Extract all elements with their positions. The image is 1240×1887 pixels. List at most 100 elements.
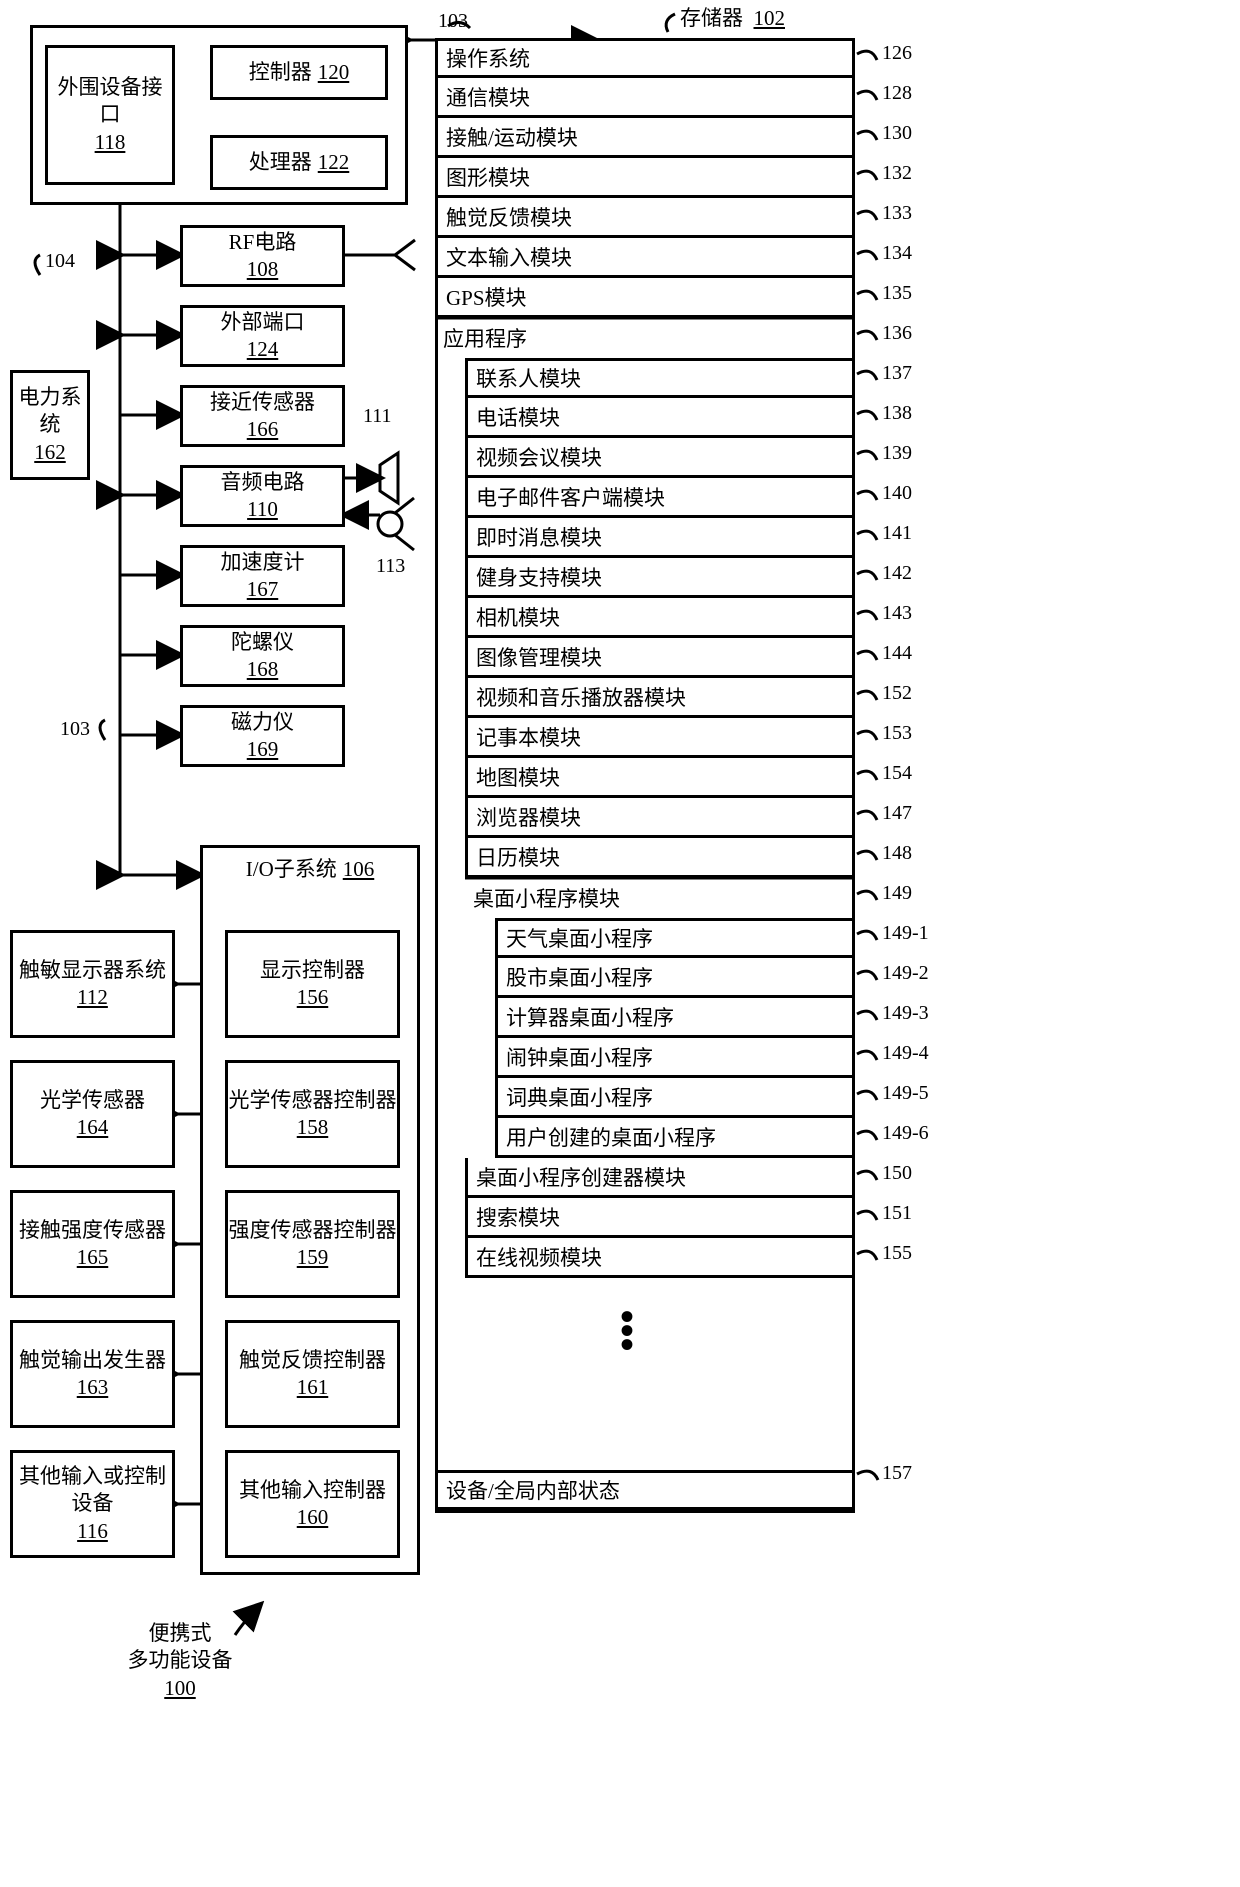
rf-circuit-box: RF电路 108 [180,225,345,287]
mem-ref: 148 [882,842,912,865]
mem-ref: 147 [882,802,912,825]
dc-label: 显示控制器 [260,957,365,984]
ref-157: 157 [882,1462,912,1485]
gyro-num: 168 [247,656,279,683]
to-num: 163 [77,1374,109,1401]
rf-label: RF电路 [229,229,297,256]
os-label: 光学传感器 [40,1087,145,1114]
mem-row: 操作系统 [435,38,855,78]
mem-ref: 150 [882,1162,912,1185]
mem-title-text: 存储器 [680,6,743,30]
optical-sensor-box: 光学传感器 164 [10,1060,175,1168]
mem-ref: 141 [882,522,912,545]
device-title: 便携式 多功能设备 100 [90,1620,270,1702]
mem-row: 浏览器模块 [465,798,855,838]
ref-104: 104 [45,250,75,273]
mem-row: 视频会议模块 [465,438,855,478]
mem-row: 在线视频模块 [465,1238,855,1278]
mem-ref: 154 [882,762,912,785]
mem-ref: 142 [882,562,912,585]
mem-ref: 149-4 [882,1042,929,1065]
mem-ref: 137 [882,362,912,385]
mem-row: 触觉反馈模块 [435,198,855,238]
tc-num: 161 [297,1375,329,1399]
mem-ref: 149-2 [882,962,929,985]
mem-row: 通信模块 [435,78,855,118]
otc-num: 160 [297,1504,329,1531]
mem-row: 地图模块 [465,758,855,798]
mag-label: 磁力仪 [231,709,294,736]
tactile-output-box: 触觉输出发生器 163 [10,1320,175,1428]
ic-label: 强度传感器控制器 [229,1217,397,1244]
state-text: 设备/全局内部状态 [446,1475,620,1505]
mem-ref: 143 [882,602,912,625]
mem-row: 图形模块 [435,158,855,198]
audio-num: 110 [247,496,278,523]
mem-row: 桌面小程序创建器模块 [465,1158,855,1198]
mem-ref: 133 [882,202,912,225]
ext-label: 外部端口 [221,309,305,336]
tactile-ctrl-box: 触觉反馈控制器 161 [225,1320,400,1428]
ref-111: 111 [363,405,392,428]
mem-row: 文本输入模块 [435,238,855,278]
mem-row: 股市桌面小程序 [495,958,855,998]
mem-header: 桌面小程序模块 [465,878,855,918]
magneto-box: 磁力仪 169 [180,705,345,767]
contact-intensity-box: 接触强度传感器 165 [10,1190,175,1298]
mem-row: 日历模块 [465,838,855,878]
accel-num: 167 [247,576,279,603]
mem-title-num: 102 [754,6,786,30]
mem-row: 即时消息模块 [465,518,855,558]
mem-row: 健身支持模块 [465,558,855,598]
mem-row: 天气桌面小程序 [495,918,855,958]
mem-ref: 144 [882,642,912,665]
peripheral-label: 外围设备接口 [48,74,172,129]
power-label: 电力系统 [13,384,87,439]
mem-ref: 155 [882,1242,912,1265]
mem-row: 视频和音乐播放器模块 [465,678,855,718]
mem-row: 词典桌面小程序 [495,1078,855,1118]
optical-ctrl-box: 光学传感器控制器 158 [225,1060,400,1168]
mem-row: 电子邮件客户端模块 [465,478,855,518]
mem-ref: 136 [882,322,912,345]
mem-row: 电话模块 [465,398,855,438]
mem-row: 联系人模块 [465,358,855,398]
mem-row: 计算器桌面小程序 [495,998,855,1038]
mem-ref: 152 [882,682,912,705]
touch-display-box: 触敏显示器系统 112 [10,930,175,1038]
mem-ref: 140 [882,482,912,505]
mem-row-state: 设备/全局内部状态 [435,1470,855,1510]
mem-header: 应用程序 [435,318,855,358]
ci-label: 接触强度传感器 [19,1217,166,1244]
mem-row: 闹钟桌面小程序 [495,1038,855,1078]
mem-ref: 138 [882,402,912,425]
tc-label: 触觉反馈控制器 [239,1347,386,1374]
audio-box: 音频电路 110 [180,465,345,527]
mem-ref: 128 [882,82,912,105]
oc-num: 158 [297,1115,329,1139]
io-label: I/O子系统 [246,856,337,883]
td-num: 112 [77,984,108,1011]
display-ctrl-box: 显示控制器 156 [225,930,400,1038]
power-num: 162 [34,439,66,466]
rf-num: 108 [247,256,279,283]
controller-box: 控制器 120 [210,45,388,100]
title-num: 100 [90,1675,270,1702]
mem-row: 相机模块 [465,598,855,638]
ref-113: 113 [376,555,405,578]
mem-ref: 149-5 [882,1082,929,1105]
processor-label: 处理器 [249,149,312,176]
ext-port-box: 外部端口 124 [180,305,345,367]
io-num: 106 [343,856,375,883]
mem-ref: 149 [882,882,912,905]
proximity-box: 接近传感器 166 [180,385,345,447]
mem-row: 搜索模块 [465,1198,855,1238]
power-system-box: 电力系统 162 [10,370,90,480]
mem-ref: 149-6 [882,1122,929,1145]
other-ctrl-box: 其他输入控制器 160 [225,1450,400,1558]
mem-ref: 132 [882,162,912,185]
mem-row: 接触/运动模块 [435,118,855,158]
mem-ref: 130 [882,122,912,145]
mem-row: 记事本模块 [465,718,855,758]
prox-label: 接近传感器 [210,389,315,416]
